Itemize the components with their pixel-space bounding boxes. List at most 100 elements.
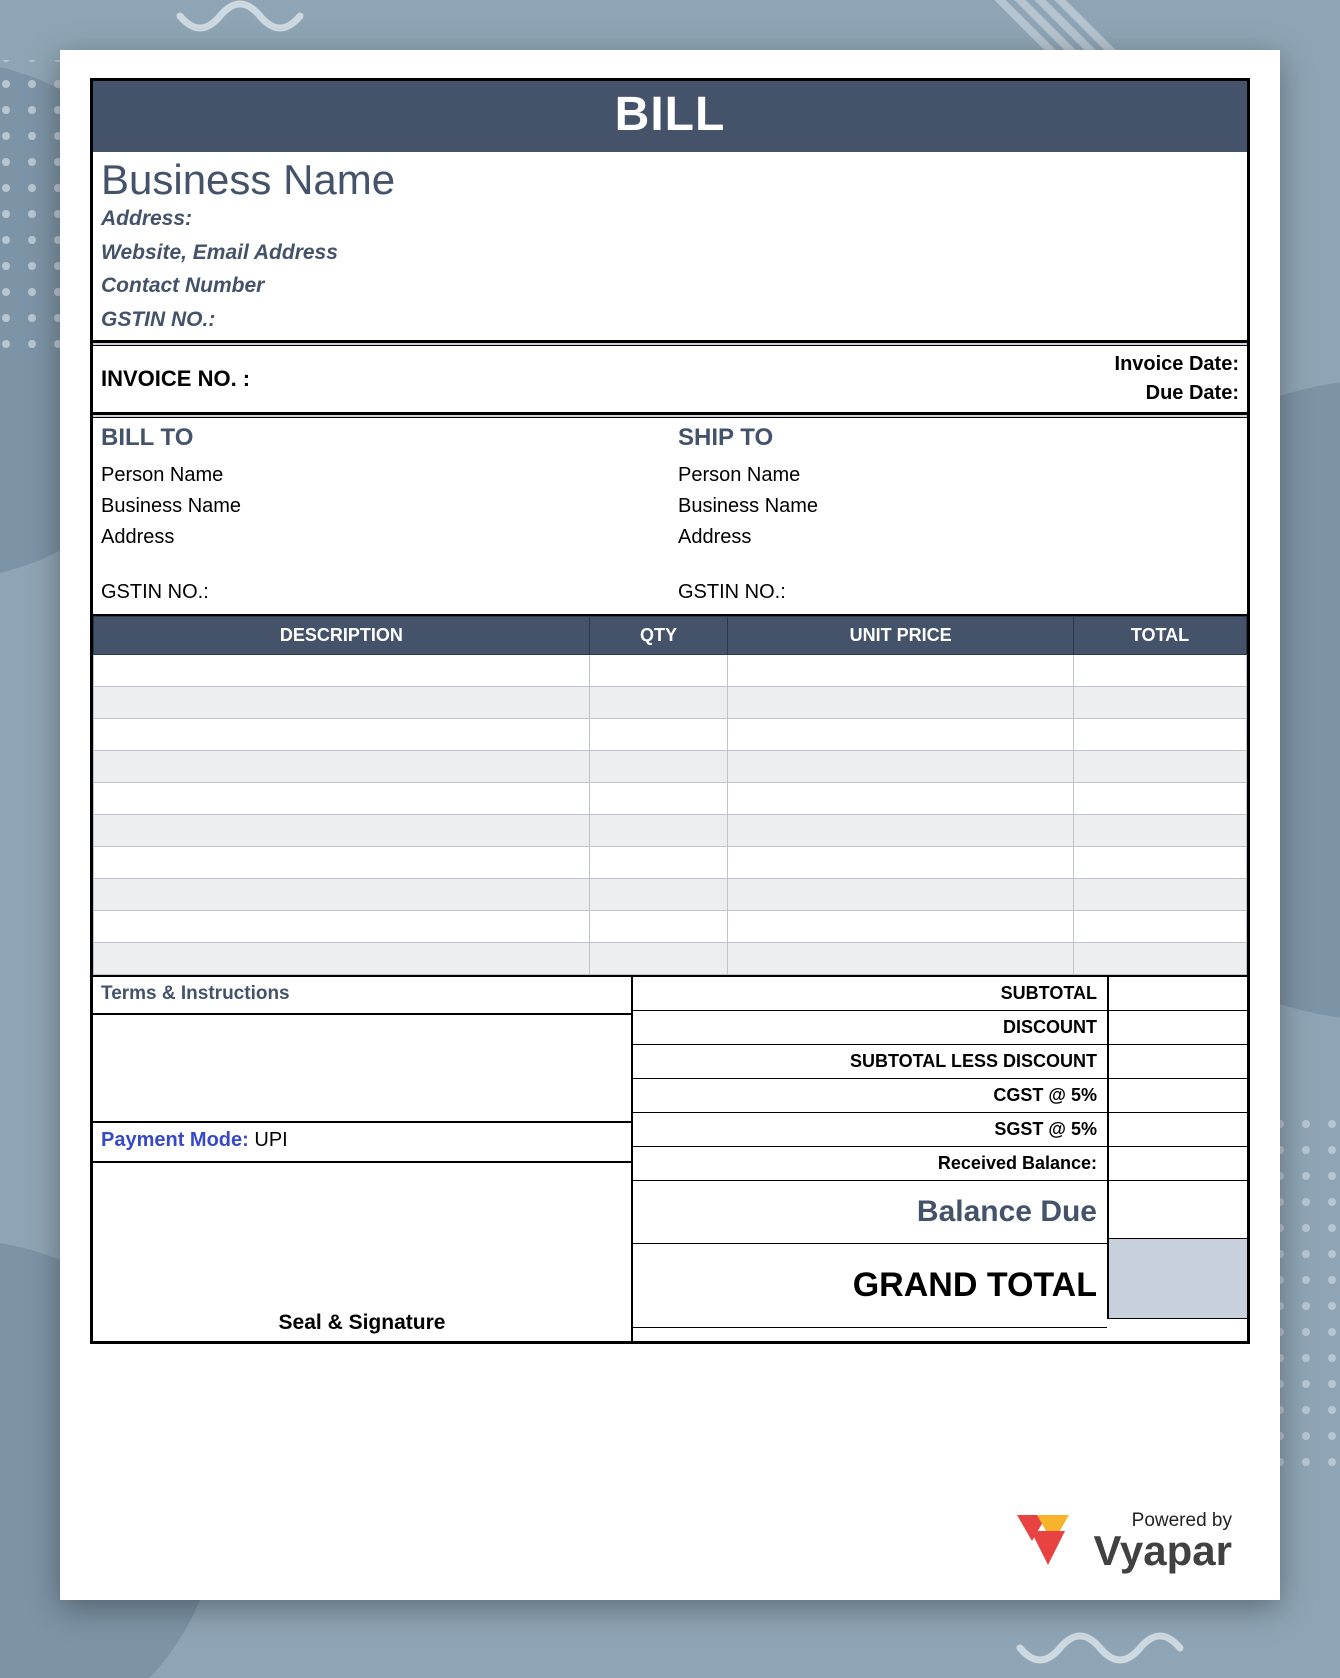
ship-to-gstin: GSTIN NO.: [678, 581, 1239, 604]
payment-mode-value: UPI [254, 1129, 287, 1151]
bottom-section: Terms & Instructions Payment Mode: UPI S… [93, 975, 1247, 1341]
table-cell [1074, 687, 1247, 719]
table-row [94, 943, 1247, 975]
table-cell [94, 815, 590, 847]
total-value [1107, 1147, 1247, 1181]
table-cell [1074, 815, 1247, 847]
table-row [94, 879, 1247, 911]
table-cell [1074, 655, 1247, 687]
table-row [94, 815, 1247, 847]
table-cell [728, 847, 1074, 879]
bill-to-title: BILL TO [101, 424, 662, 452]
business-web-email-label: Website, Email Address [101, 236, 1239, 270]
table-cell [589, 879, 727, 911]
terms-body [93, 1015, 633, 1123]
payment-mode-row: Payment Mode: UPI [93, 1123, 633, 1163]
invoice-due-date-label: Due Date: [1115, 379, 1239, 408]
table-cell [94, 687, 590, 719]
col-qty: QTY [589, 617, 727, 655]
table-cell [94, 847, 590, 879]
total-label: SUBTOTAL [633, 977, 1107, 1011]
table-cell [728, 943, 1074, 975]
parties-row: BILL TO Person Name Business Name Addres… [93, 418, 1247, 616]
document-title: BILL [93, 81, 1247, 152]
table-cell [589, 783, 727, 815]
vyapar-logo-icon [1017, 1511, 1081, 1569]
table-cell [589, 847, 727, 879]
table-row [94, 751, 1247, 783]
brand-name: Vyapar [1093, 1532, 1232, 1570]
table-cell [589, 911, 727, 943]
table-row [94, 719, 1247, 751]
table-cell [1074, 943, 1247, 975]
invoice-document: BILL Business Name Address: Website, Ema… [90, 78, 1250, 1344]
business-contact-label: Contact Number [101, 269, 1239, 303]
terms-title: Terms & Instructions [93, 977, 633, 1015]
table-row [94, 655, 1247, 687]
bill-to-block: BILL TO Person Name Business Name Addres… [93, 418, 670, 614]
ship-to-person: Person Name [678, 460, 1239, 491]
table-cell [728, 815, 1074, 847]
bottom-left-stack: Terms & Instructions Payment Mode: UPI S… [93, 977, 633, 1341]
business-gstin-label: GSTIN NO.: [101, 303, 1239, 337]
table-cell [728, 783, 1074, 815]
table-cell [1074, 719, 1247, 751]
balance-due-label: Balance Due [633, 1181, 1107, 1244]
table-row [94, 783, 1247, 815]
table-cell [94, 879, 590, 911]
bill-to-person: Person Name [101, 460, 662, 491]
table-row [94, 847, 1247, 879]
total-value [1107, 1011, 1247, 1045]
col-unit-price: UNIT PRICE [728, 617, 1074, 655]
total-label: Received Balance: [633, 1147, 1107, 1181]
table-cell [589, 815, 727, 847]
col-description: DESCRIPTION [94, 617, 590, 655]
table-cell [728, 687, 1074, 719]
table-cell [589, 943, 727, 975]
totals-values-column [1107, 977, 1247, 1341]
invoice-meta-row: INVOICE NO. : Invoice Date: Due Date: [93, 346, 1247, 414]
business-address-label: Address: [101, 202, 1239, 236]
items-header-row: DESCRIPTION QTY UNIT PRICE TOTAL [94, 617, 1247, 655]
table-cell [1074, 879, 1247, 911]
table-cell [1074, 783, 1247, 815]
table-cell [1074, 911, 1247, 943]
grand-total-label: GRAND TOTAL [633, 1244, 1107, 1328]
table-cell [1074, 847, 1247, 879]
table-cell [589, 751, 727, 783]
table-cell [728, 751, 1074, 783]
business-name: Business Name [101, 158, 1239, 202]
total-value [1107, 1079, 1247, 1113]
total-value [1107, 1045, 1247, 1079]
footer-branding: Powered by Vyapar [1017, 1510, 1232, 1570]
table-cell [94, 943, 590, 975]
ship-to-block: SHIP TO Person Name Business Name Addres… [670, 418, 1247, 614]
grand-total-value [1107, 1239, 1247, 1319]
bill-to-address: Address [101, 522, 662, 553]
total-label: CGST @ 5% [633, 1079, 1107, 1113]
table-cell [728, 879, 1074, 911]
table-cell [589, 719, 727, 751]
payment-mode-label: Payment Mode: [101, 1129, 249, 1151]
table-cell [94, 751, 590, 783]
bill-to-gstin: GSTIN NO.: [101, 581, 662, 604]
table-row [94, 687, 1247, 719]
ship-to-title: SHIP TO [678, 424, 1239, 452]
footer-text: Powered by Vyapar [1093, 1510, 1232, 1570]
table-cell [728, 911, 1074, 943]
seal-signature-label: Seal & Signature [93, 1311, 631, 1335]
table-cell [94, 911, 590, 943]
table-cell [589, 655, 727, 687]
table-row [94, 911, 1247, 943]
invoice-page: BILL Business Name Address: Website, Ema… [60, 50, 1280, 1600]
table-cell [1074, 751, 1247, 783]
table-cell [94, 655, 590, 687]
total-label: SUBTOTAL LESS DISCOUNT [633, 1045, 1107, 1079]
invoice-date-label: Invoice Date: [1115, 350, 1239, 379]
balance-due-value [1107, 1181, 1247, 1239]
seal-signature-box: Seal & Signature [93, 1163, 633, 1341]
invoice-dates: Invoice Date: Due Date: [1115, 350, 1239, 408]
table-cell [728, 655, 1074, 687]
total-label: DISCOUNT [633, 1011, 1107, 1045]
totals-labels-column: SUBTOTALDISCOUNTSUBTOTAL LESS DISCOUNTCG… [633, 977, 1107, 1341]
